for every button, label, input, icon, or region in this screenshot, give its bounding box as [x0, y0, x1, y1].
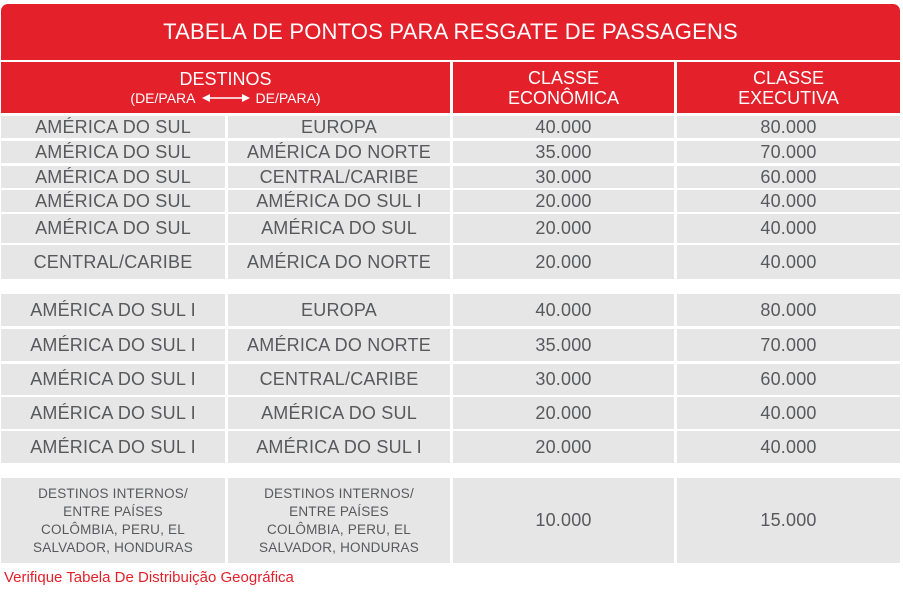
cell-to: AMÉRICA DO SUL	[228, 397, 450, 429]
cell-economica: 20.000	[453, 245, 674, 279]
cell-executiva: 40.000	[677, 214, 900, 243]
cell-executiva: 40.000	[677, 397, 900, 429]
cell-from: CENTRAL/CARIBE	[1, 245, 225, 279]
header-executiva-line1: CLASSE	[752, 67, 825, 88]
cell-to: AMÉRICA DO NORTE	[228, 245, 450, 279]
cell-from: AMÉRICA DO SUL	[1, 166, 225, 188]
cell-text-line: ENTRE PAÍSES	[289, 503, 389, 519]
cell-from: AMÉRICA DO SUL I	[1, 397, 225, 429]
cell-economica: 20.000	[453, 397, 674, 429]
cell-economica: 20.000	[453, 214, 674, 243]
cell-economica: 10.000	[453, 478, 674, 563]
cell-from: DESTINOS INTERNOS/ENTRE PAÍSES COLÔMBIA, …	[1, 478, 225, 563]
cell-executiva: 80.000	[677, 294, 900, 326]
cell-executiva: 60.000	[677, 166, 900, 188]
cell-to: AMÉRICA DO SUL I	[228, 431, 450, 463]
de-para-right-label: DE/PARA)	[255, 89, 321, 106]
cell-from: AMÉRICA DO SUL	[1, 190, 225, 212]
header-classe-executiva: CLASSE EXECUTIVA	[677, 62, 900, 113]
cell-economica: 30.000	[453, 166, 674, 188]
cell-economica: 30.000	[453, 364, 674, 395]
cell-economica: 40.000	[453, 116, 674, 138]
cell-text-line: SALVADOR, HONDURAS	[259, 539, 419, 555]
cell-to: AMÉRICA DO NORTE	[228, 141, 450, 163]
header-economica-line1: CLASSE	[527, 67, 600, 88]
cell-executiva: 70.000	[677, 141, 900, 163]
cell-executiva: 60.000	[677, 364, 900, 395]
table-title: TABELA DE PONTOS PARA RESGATE DE PASSAGE…	[1, 4, 900, 60]
header-economica-line2: ECONÔMICA	[507, 87, 619, 108]
cell-from: AMÉRICA DO SUL	[1, 116, 225, 138]
cell-economica: 35.000	[453, 329, 674, 361]
cell-executiva: 40.000	[677, 190, 900, 212]
de-para-left-label: (DE/PARA	[130, 89, 196, 106]
cell-text-line: SALVADOR, HONDURAS	[33, 539, 193, 555]
header-destinos-label: DESTINOS	[179, 68, 272, 89]
cell-from: AMÉRICA DO SUL I	[1, 294, 225, 326]
cell-executiva: 40.000	[677, 245, 900, 279]
cell-text-line: DESTINOS INTERNOS/	[38, 485, 188, 501]
cell-to: AMÉRICA DO SUL I	[228, 190, 450, 212]
cell-economica: 20.000	[453, 431, 674, 463]
double-arrow-icon	[201, 93, 250, 102]
geographic-distribution-note[interactable]: Verifique Tabela De Distribuição Geográf…	[4, 569, 294, 586]
cell-economica: 35.000	[453, 141, 674, 163]
cell-from: AMÉRICA DO SUL I	[1, 329, 225, 361]
cell-economica: 20.000	[453, 190, 674, 212]
cell-text-line: COLÔMBIA, PERU, EL	[267, 521, 411, 537]
cell-from: AMÉRICA DO SUL I	[1, 364, 225, 395]
cell-to: CENTRAL/CARIBE	[228, 364, 450, 395]
cell-from: AMÉRICA DO SUL	[1, 214, 225, 243]
cell-to: DESTINOS INTERNOS/ENTRE PAÍSES COLÔMBIA, …	[228, 478, 450, 563]
cell-text-line: DESTINOS INTERNOS/	[264, 485, 414, 501]
cell-executiva: 80.000	[677, 116, 900, 138]
cell-text-line: ENTRE PAÍSES	[63, 503, 163, 519]
header-executiva-line2: EXECUTIVA	[738, 87, 839, 108]
cell-to: EUROPA	[228, 116, 450, 138]
cell-from: AMÉRICA DO SUL I	[1, 431, 225, 463]
cell-from: AMÉRICA DO SUL	[1, 141, 225, 163]
header-classe-economica: CLASSE ECONÔMICA	[453, 62, 674, 113]
header-de-para: (DE/PARA DE/PARA)	[130, 89, 320, 107]
cell-economica: 40.000	[453, 294, 674, 326]
cell-text-line: COLÔMBIA, PERU, EL	[41, 521, 185, 537]
cell-to: AMÉRICA DO NORTE	[228, 329, 450, 361]
cell-to: CENTRAL/CARIBE	[228, 166, 450, 188]
cell-to: EUROPA	[228, 294, 450, 326]
cell-executiva: 40.000	[677, 431, 900, 463]
cell-executiva: 70.000	[677, 329, 900, 361]
cell-executiva: 15.000	[677, 478, 900, 563]
cell-to: AMÉRICA DO SUL	[228, 214, 450, 243]
header-destinos: DESTINOS (DE/PARA DE/PARA)	[1, 62, 450, 113]
